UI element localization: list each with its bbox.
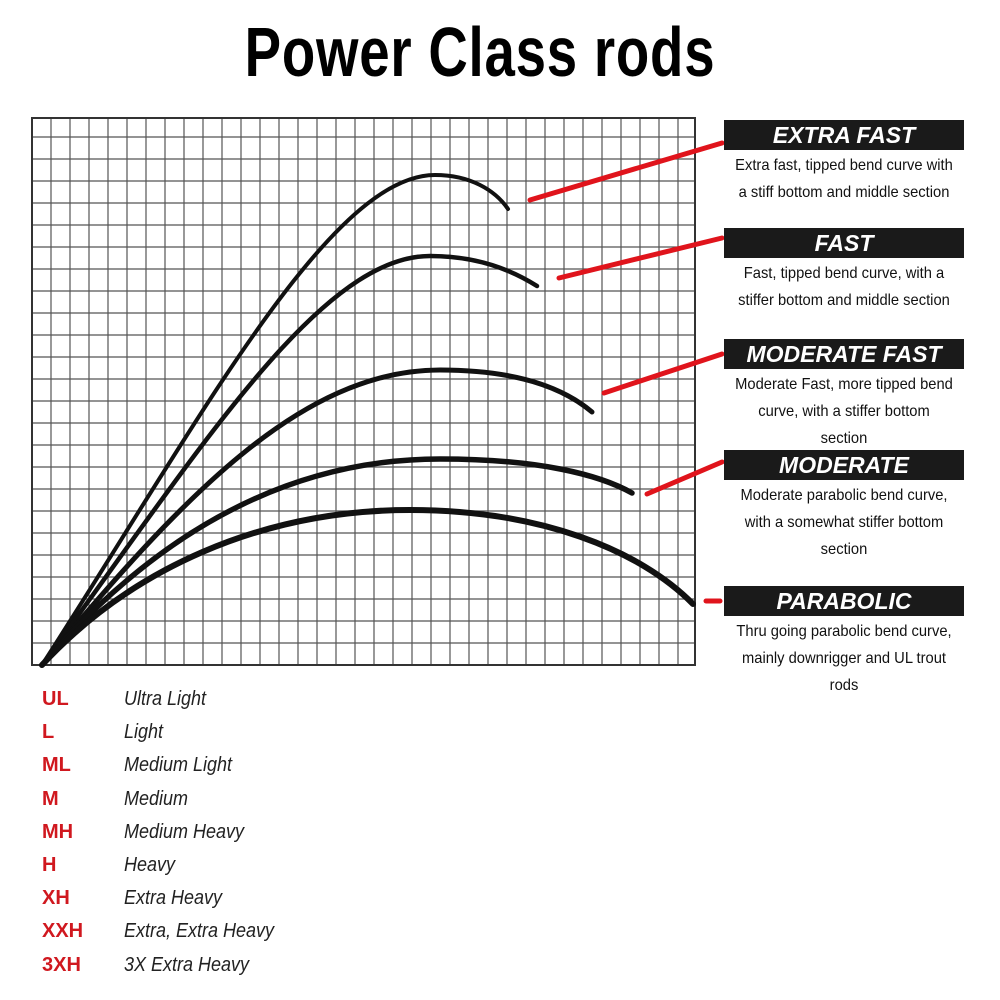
- power-name: Extra, Extra Heavy: [124, 920, 275, 943]
- power-abbr: MH: [42, 820, 74, 843]
- power-name: Heavy: [124, 854, 176, 876]
- power-abbr: H: [42, 854, 57, 876]
- action-parabolic: PARABOLIC Thru going parabolic bend curve…: [724, 586, 964, 699]
- power-abbr: 3XH: [42, 953, 81, 976]
- power-abbr: UL: [42, 688, 69, 710]
- power-name: Medium Heavy: [124, 820, 245, 843]
- power-name: Extra Heavy: [124, 887, 223, 910]
- pointer-moderate: [644, 459, 725, 497]
- curve-parabolic: [39, 506, 696, 668]
- action-moderate: MODERATE Moderate parabolic bend curve, w…: [724, 450, 964, 563]
- curve-moderate: [39, 456, 635, 668]
- power-abbr: M: [42, 787, 59, 810]
- pointer-extra-fast: [527, 140, 725, 203]
- curve-fast: [39, 253, 540, 668]
- power-abbr: L: [42, 721, 55, 744]
- power-name: Ultra Light: [124, 688, 207, 710]
- power-abbr: XXH: [42, 920, 84, 943]
- pointer-fast: [556, 235, 725, 281]
- power-abbr: XH: [42, 887, 70, 910]
- grid-border: [31, 117, 696, 666]
- action-moderate-fast: MODERATE FAST Moderate Fast, more tipped …: [724, 339, 964, 452]
- page-title: Power Class rods: [244, 13, 716, 91]
- grid: [31, 117, 696, 666]
- power-name: Medium: [124, 787, 189, 810]
- power-name: Light: [124, 721, 164, 744]
- curve-extra-fast: [40, 172, 510, 667]
- action-extra-fast: EXTRA FAST Extra fast, tipped bend curve …: [724, 120, 964, 206]
- action-fast: FAST Fast, tipped bend curve, with a stif…: [724, 228, 964, 314]
- power-name: 3X Extra Heavy: [124, 953, 250, 976]
- pointer-moderate-fast: [601, 351, 725, 396]
- power-name: Medium Light: [124, 754, 233, 777]
- power-abbr: ML: [42, 754, 71, 777]
- curve-moderate-fast: [39, 367, 595, 668]
